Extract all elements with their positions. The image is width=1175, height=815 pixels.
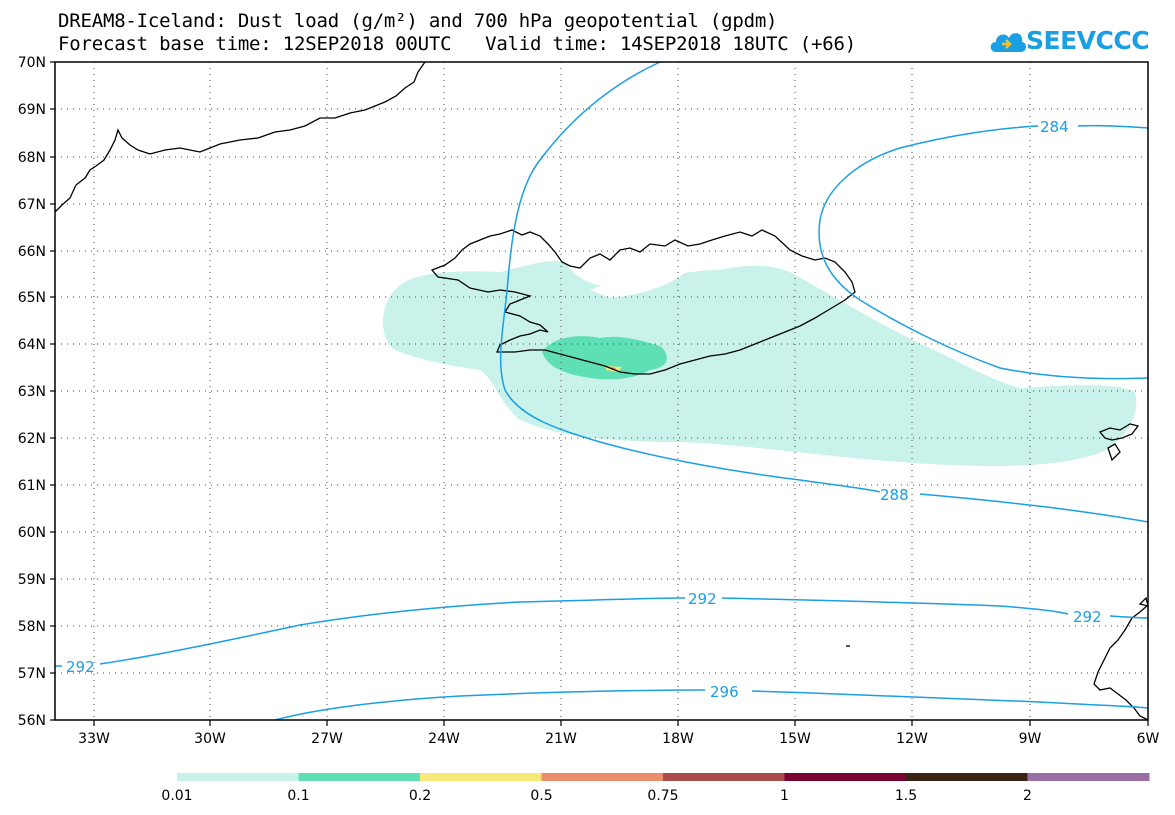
- contour-284-west: [499, 61, 881, 493]
- lat-label: 69N: [18, 102, 46, 118]
- geopotential-contours: [54, 61, 1149, 721]
- colorbar-swatch: [298, 773, 421, 781]
- lat-label: 63N: [18, 384, 46, 400]
- lat-label: 68N: [18, 150, 46, 166]
- lon-label: 30W: [194, 731, 226, 747]
- colorbar-label: 2: [1023, 788, 1032, 804]
- lon-label: 18W: [662, 731, 694, 747]
- contour-label-284: 284: [1040, 118, 1069, 136]
- lat-label: 60N: [18, 525, 46, 541]
- map-title-line-2: Forecast base time: 12SEP2018 00UTC Vali…: [58, 33, 856, 55]
- faroe-islands-coast: [1098, 423, 1140, 462]
- lon-label: 12W: [896, 731, 928, 747]
- colorbar-label: 0.5: [530, 788, 552, 804]
- greenland-coast: [54, 61, 426, 213]
- colorbar-label: 1.5: [895, 788, 917, 804]
- lon-label: 9W: [1019, 731, 1042, 747]
- contour-288-segment: [919, 493, 1149, 523]
- colorbar-swatch: [784, 773, 907, 781]
- contour-labels: 284 288 292 292 292 296: [66, 118, 1102, 701]
- colorbar-swatch: [906, 773, 1028, 781]
- colorbar-swatch: [420, 773, 542, 781]
- colorbar-label: 1: [780, 788, 789, 804]
- seevccc-logo: SEEVCCC: [988, 22, 1150, 60]
- colorbar-swatch: [1027, 773, 1150, 781]
- colorbar-label: 0.2: [409, 788, 431, 804]
- lat-label: 64N: [18, 337, 46, 353]
- dust-area-mid: [542, 336, 667, 380]
- cloud-icon: [990, 33, 1027, 52]
- lat-label: 56N: [18, 713, 46, 729]
- shetland-coast: [1138, 596, 1149, 607]
- dust-shading: [382, 261, 1137, 467]
- lat-label: 59N: [18, 572, 46, 588]
- contour-296: [274, 689, 1149, 721]
- colorbar-label: 0.1: [287, 788, 309, 804]
- colorbar-swatch: [663, 773, 785, 781]
- contour-label-292-east: 292: [1073, 608, 1102, 626]
- dust-gap: [590, 268, 690, 298]
- lon-label: 27W: [311, 731, 343, 747]
- lat-label: 57N: [18, 666, 46, 682]
- colorbar-label: 0.75: [647, 788, 678, 804]
- map-title-line-1: DREAM8-Iceland: Dust load (g/m²) and 700…: [58, 10, 778, 32]
- contour-label-288: 288: [880, 486, 909, 504]
- contour-284-east: [818, 124, 1149, 380]
- map-grid: [55, 62, 1148, 720]
- colorbar-swatch: [177, 773, 299, 781]
- lon-label: 24W: [428, 731, 460, 747]
- lon-label: 15W: [779, 731, 811, 747]
- contour-label-292-west: 292: [66, 658, 95, 676]
- lat-label: 70N: [18, 55, 46, 71]
- colorbar: 0.01 0.1 0.2 0.5 0.75 1 1.5 2: [161, 773, 1150, 804]
- scotland-coast: [1093, 604, 1149, 721]
- contour-292-main: [54, 597, 1149, 667]
- lat-label: 62N: [18, 431, 46, 447]
- lon-label: 33W: [78, 731, 110, 747]
- contour-label-296: 296: [710, 683, 739, 701]
- colorbar-label: 0.01: [161, 788, 192, 804]
- lat-label: 67N: [18, 197, 46, 213]
- longitude-labels: 33W 30W 27W 24W 21W 18W 15W 12W 9W 6W: [78, 731, 1159, 747]
- lon-label: 6W: [1137, 731, 1160, 747]
- colorbar-swatch: [541, 773, 664, 781]
- lat-label: 66N: [18, 244, 46, 260]
- lat-label: 58N: [18, 619, 46, 635]
- lat-label: 65N: [18, 290, 46, 306]
- contour-label-292-center: 292: [688, 590, 717, 608]
- latitude-labels: 70N 69N 68N 67N 66N 65N 64N 63N 62N 61N …: [18, 55, 46, 729]
- dust-area-low: [382, 261, 1137, 467]
- lon-label: 21W: [545, 731, 577, 747]
- axis-ticks: [50, 61, 1149, 726]
- logo-text: SEEVCCC: [1026, 26, 1150, 55]
- lat-label: 61N: [18, 478, 46, 494]
